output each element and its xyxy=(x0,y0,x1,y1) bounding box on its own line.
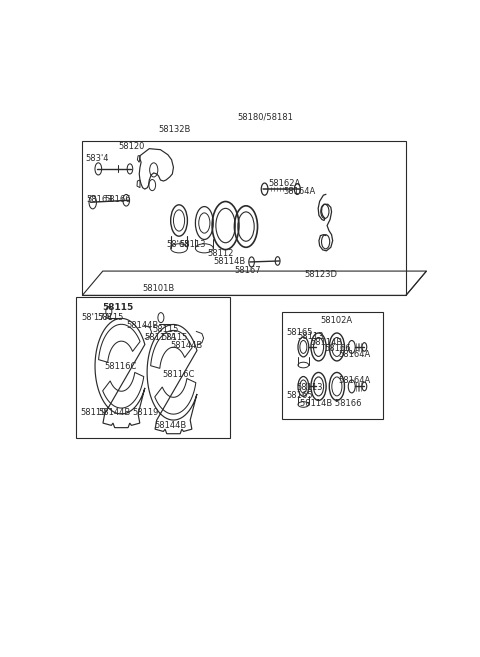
Text: 58120: 58120 xyxy=(119,142,145,150)
Text: 58144B: 58144B xyxy=(98,408,130,417)
Text: 58163: 58163 xyxy=(87,194,113,204)
Text: 58180/58181: 58180/58181 xyxy=(238,112,294,122)
Text: 58167: 58167 xyxy=(234,265,261,275)
Text: 58164A: 58164A xyxy=(338,350,371,359)
Text: 58'17A: 58'17A xyxy=(82,313,111,322)
Text: 58115: 58115 xyxy=(161,333,188,342)
Text: 58112: 58112 xyxy=(207,249,233,258)
Text: 58115: 58115 xyxy=(97,313,123,322)
Text: 58101B: 58101B xyxy=(143,284,175,293)
Text: 58166: 58166 xyxy=(325,344,351,353)
Text: 58119: 58119 xyxy=(132,408,159,417)
Text: 58115: 58115 xyxy=(102,303,133,312)
Bar xyxy=(76,298,230,438)
Text: 58113: 58113 xyxy=(297,332,324,342)
Text: 58123D: 58123D xyxy=(305,269,338,279)
Text: 58116C: 58116C xyxy=(104,362,136,371)
Text: 58113: 58113 xyxy=(296,383,323,392)
Text: 58164A: 58164A xyxy=(338,376,371,385)
Text: 58116C: 58116C xyxy=(162,371,195,379)
Text: 58113: 58113 xyxy=(180,240,206,249)
Text: 58117A: 58117A xyxy=(145,333,177,342)
Text: 58166: 58166 xyxy=(105,194,131,204)
Text: 58144B: 58144B xyxy=(155,421,187,430)
Text: 58144B: 58144B xyxy=(171,342,203,350)
Text: 58164A: 58164A xyxy=(283,187,315,196)
Text: 58'65: 58'65 xyxy=(166,240,190,249)
Text: 58115: 58115 xyxy=(152,325,179,334)
Bar xyxy=(282,311,383,419)
Text: 58114B 58166: 58114B 58166 xyxy=(300,399,361,408)
Text: 58119: 58119 xyxy=(81,408,107,417)
Text: 58114B: 58114B xyxy=(310,338,342,348)
Text: 58114B: 58114B xyxy=(214,258,246,267)
Text: 58132B: 58132B xyxy=(158,125,191,134)
Text: 58162A: 58162A xyxy=(268,179,300,188)
Text: 58165: 58165 xyxy=(286,328,312,337)
Text: 583'4: 583'4 xyxy=(85,154,109,163)
Text: 58102A: 58102A xyxy=(321,316,352,325)
Text: 58165: 58165 xyxy=(286,390,312,399)
Text: 58144B: 58144B xyxy=(126,321,158,330)
